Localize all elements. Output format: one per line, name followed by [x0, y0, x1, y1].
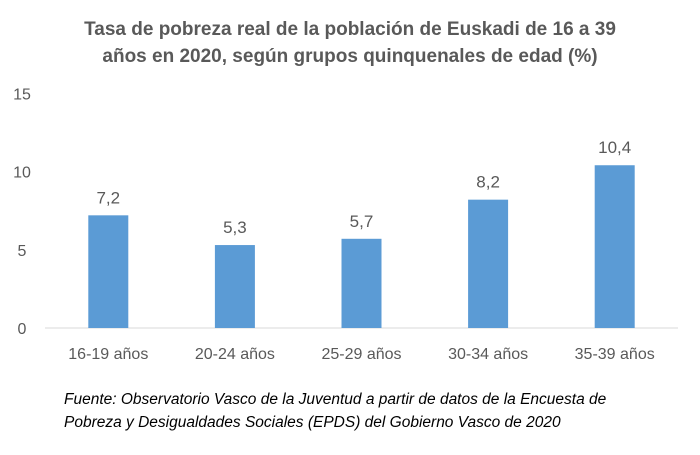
x-tick-label: 35-39 años — [575, 346, 655, 363]
y-tick-label: 5 — [18, 243, 27, 260]
y-tick-label: 15 — [13, 86, 31, 103]
data-label: 5,7 — [350, 212, 374, 231]
x-tick-label: 30-34 años — [448, 346, 528, 363]
bar-20-24-años — [214, 245, 255, 328]
x-tick-label: 20-24 años — [195, 346, 275, 363]
chart-title-line-1: Tasa de pobreza real de la población de … — [84, 19, 616, 40]
bar-25-29-años — [341, 238, 382, 328]
bar-30-34-años — [468, 199, 509, 328]
y-tick-label: 10 — [13, 165, 31, 182]
chart-title-line-2: años en 2020, según grupos quinquenales … — [102, 46, 598, 67]
x-tick-label: 16-19 años — [68, 346, 148, 363]
data-label: 7,2 — [96, 188, 120, 207]
data-label: 8,2 — [476, 173, 500, 192]
data-label: 5,3 — [223, 218, 247, 237]
data-label: 10,4 — [598, 138, 631, 157]
bar-35-39-años — [594, 165, 635, 328]
footnote-line-1: Fuente: Observatorio Vasco de la Juventu… — [64, 391, 607, 408]
footnote-line-2: Pobreza y Desigualdades Sociales (EPDS) … — [64, 414, 561, 431]
bar-16-19-años — [88, 215, 129, 328]
bar-chart: 0 5 10 15 7,2 16-19 años 5,3 20-24 años 5,7 25-29… — [13, 86, 678, 363]
y-tick-label: 0 — [18, 321, 27, 338]
x-tick-label: 25-29 años — [321, 346, 401, 363]
